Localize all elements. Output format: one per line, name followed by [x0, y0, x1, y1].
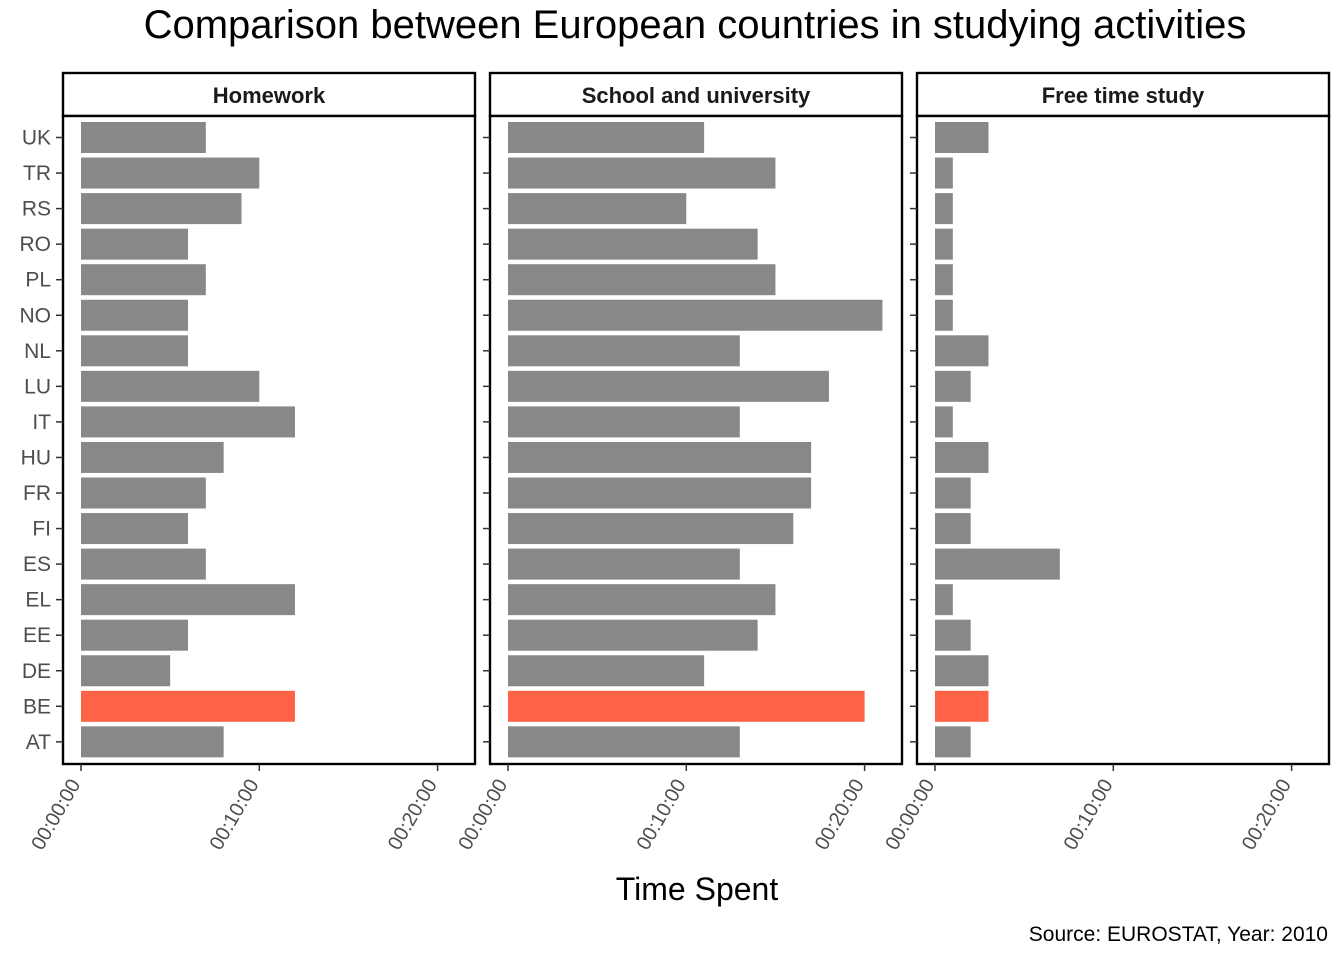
- y-tick-label: EL: [25, 589, 51, 612]
- x-tick-label: 00:00:00: [454, 776, 512, 854]
- bar: [508, 726, 740, 758]
- y-tick-label: NO: [20, 304, 52, 327]
- bar: [508, 406, 740, 438]
- y-tick-label: FI: [32, 518, 51, 541]
- bar: [935, 726, 971, 758]
- bar: [935, 619, 971, 651]
- bar: [81, 157, 260, 189]
- bar: [508, 370, 829, 402]
- y-tick-label: ES: [23, 553, 51, 576]
- bar: [935, 477, 971, 509]
- bar: [508, 584, 776, 616]
- bar: [935, 299, 953, 331]
- bar: [81, 513, 188, 545]
- y-tick-label: RS: [22, 198, 51, 221]
- bar: [935, 690, 989, 722]
- bar: [81, 726, 224, 758]
- facet-strip-label: Free time study: [1042, 83, 1205, 108]
- bar: [935, 584, 953, 616]
- y-tick-label: LU: [24, 375, 51, 398]
- bar: [508, 122, 705, 153]
- bar: [935, 335, 989, 367]
- y-tick-label: FR: [23, 482, 51, 505]
- bar: [508, 655, 705, 687]
- bar: [508, 441, 812, 473]
- bar: [81, 406, 295, 438]
- bar: [81, 619, 188, 651]
- facet-strip: [915, 71, 1331, 118]
- facet-strip-label: School and university: [582, 83, 811, 108]
- bar: [508, 513, 794, 545]
- x-tick-label: 00:10:00: [633, 776, 691, 854]
- x-tick-label: 00:00:00: [881, 776, 939, 854]
- bar: [81, 441, 224, 473]
- x-tick-label: 00:10:00: [206, 776, 264, 854]
- x-tick-label: 00:20:00: [1238, 776, 1296, 854]
- y-tick-label: HU: [21, 446, 51, 469]
- bar: [508, 548, 740, 580]
- bar: [81, 299, 188, 331]
- y-tick-label: NL: [24, 340, 51, 363]
- bar: [935, 441, 989, 473]
- bar: [81, 584, 295, 616]
- facet-strip: [488, 71, 904, 118]
- bar: [508, 228, 758, 260]
- y-tick-label: AT: [26, 731, 51, 754]
- bar: [81, 548, 206, 580]
- facet-strip-label: Homework: [213, 83, 326, 108]
- bar: [508, 157, 776, 189]
- x-tick-label: 00:20:00: [384, 776, 442, 854]
- chart-caption: Source: EUROSTAT, Year: 2010: [1029, 923, 1328, 946]
- bar: [935, 513, 971, 545]
- y-tick-label: TR: [23, 162, 51, 185]
- bar: [508, 690, 865, 722]
- bar: [81, 228, 188, 260]
- y-tick-label: EE: [23, 624, 51, 647]
- bar: [508, 619, 758, 651]
- facet-panel: Homework 00:00:00 00:10:00 00:20:00 AT BE DE EE…: [20, 71, 477, 854]
- bar: [508, 477, 812, 509]
- bar: [935, 228, 953, 260]
- bar: [508, 193, 687, 225]
- facet-panel: School and university 00:00:00 00:10:00 00:…: [454, 71, 904, 854]
- bar: [508, 299, 883, 331]
- bar: [508, 335, 740, 367]
- y-tick-label: UK: [22, 127, 51, 150]
- bar: [81, 122, 206, 153]
- bar: [935, 264, 953, 296]
- bar: [81, 690, 295, 722]
- y-tick-label: PL: [25, 269, 51, 292]
- bar: [81, 264, 206, 296]
- x-tick-label: 00:10:00: [1060, 776, 1118, 854]
- facet-strip: [61, 71, 477, 118]
- bar: [935, 370, 971, 402]
- y-tick-label: DE: [22, 660, 51, 683]
- bar: [81, 477, 206, 509]
- x-tick-label: 00:20:00: [811, 776, 869, 854]
- facet-panel: Free time study 00:00:00 00:10:00 00:20:00: [881, 71, 1331, 854]
- bar: [935, 157, 953, 189]
- y-tick-label: RO: [20, 233, 52, 256]
- bar: [81, 193, 242, 225]
- bar: [81, 370, 260, 402]
- bar: [81, 655, 171, 687]
- x-tick-label: 00:00:00: [27, 776, 85, 854]
- bar: [935, 193, 953, 225]
- chart-title: Comparison between European countries in…: [144, 3, 1247, 47]
- x-axis-label: Time Spent: [616, 871, 779, 907]
- bar: [935, 548, 1060, 580]
- bar: [935, 406, 953, 438]
- bar: [508, 264, 776, 296]
- y-tick-label: IT: [32, 411, 51, 434]
- bar: [935, 655, 989, 687]
- bar: [935, 122, 989, 153]
- bar: [81, 335, 188, 367]
- y-tick-label: BE: [23, 695, 51, 718]
- facets-group: Homework 00:00:00 00:10:00 00:20:00 AT BE DE EE…: [20, 71, 1331, 854]
